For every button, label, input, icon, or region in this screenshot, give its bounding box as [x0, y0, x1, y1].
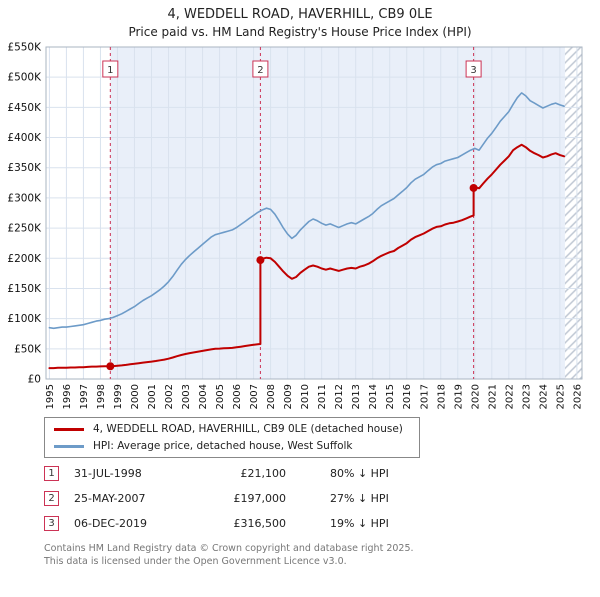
svg-text:2014: 2014 [368, 384, 379, 409]
transaction-hpi-delta: 80% ↓ HPI [330, 467, 389, 480]
transaction-row: 3 06-DEC-2019 £316,500 19% ↓ HPI [44, 516, 600, 531]
sale-marker [106, 362, 115, 371]
sale-number-box [252, 60, 269, 78]
svg-text:1999: 1999 [113, 384, 124, 409]
sale-number-label: 2 [257, 65, 263, 76]
svg-text:£450K: £450K [7, 102, 42, 114]
chart-page: 4, WEDDELL ROAD, HAVERHILL, CB9 0LE Pric… [0, 7, 600, 569]
gridlines [45, 46, 583, 380]
sale-number-box [465, 60, 482, 78]
svg-text:2006: 2006 [232, 384, 243, 409]
svg-text:£350K: £350K [7, 162, 42, 174]
transaction-number-badge: 1 [44, 466, 59, 481]
page-subtitle: Price paid vs. HM Land Registry's House … [128, 25, 472, 39]
legend-swatch-hpi [54, 444, 84, 448]
transactions-table: 1 31-JUL-1998 £21,100 80% ↓ HPI 2 25-MAY… [44, 466, 600, 531]
svg-text:£550K: £550K [7, 42, 42, 54]
sale-number-box [102, 60, 119, 78]
page-title: 4, WEDDELL ROAD, HAVERHILL, CB9 0LE [167, 7, 433, 22]
transaction-row: 2 25-MAY-2007 £197,000 27% ↓ HPI [44, 491, 600, 506]
svg-text:2002: 2002 [164, 384, 175, 409]
plot-border [45, 46, 583, 380]
legend-label-property: 4, WEDDELL ROAD, HAVERHILL, CB9 0LE (det… [93, 423, 403, 435]
future-hatch-region [564, 47, 582, 379]
svg-text:2010: 2010 [300, 384, 311, 409]
sale-marker [256, 256, 265, 265]
svg-text:2009: 2009 [283, 384, 294, 409]
transaction-date: 25-MAY-2007 [74, 492, 146, 505]
svg-text:£300K: £300K [7, 192, 42, 204]
chart-background [110, 47, 582, 379]
sale-number-label: 1 [107, 65, 113, 76]
svg-text:2013: 2013 [351, 384, 362, 409]
svg-text:1996: 1996 [62, 384, 73, 409]
transaction-number-badge: 3 [44, 516, 59, 531]
legend-label-hpi: HPI: Average price, detached house, West… [93, 440, 353, 452]
svg-text:2023: 2023 [521, 384, 532, 409]
svg-text:2004: 2004 [198, 384, 209, 409]
svg-text:1995: 1995 [45, 384, 56, 409]
svg-text:2021: 2021 [487, 384, 498, 409]
transaction-price: £21,100 [240, 467, 287, 480]
sale-number-boxes: 1 2 3 [102, 60, 482, 78]
svg-text:2024: 2024 [538, 384, 549, 409]
transaction-hpi-delta: 27% ↓ HPI [330, 492, 389, 505]
svg-text:2011: 2011 [317, 384, 328, 409]
copyright-footer: Contains HM Land Registry data © Crown c… [44, 543, 600, 569]
sale-number-label: 3 [470, 65, 476, 76]
svg-text:1997: 1997 [79, 384, 90, 409]
legend-swatch-property [54, 427, 84, 431]
svg-text:2022: 2022 [504, 384, 515, 409]
svg-text:£50K: £50K [14, 343, 42, 355]
svg-text:2025: 2025 [555, 384, 566, 409]
svg-text:2016: 2016 [402, 384, 413, 409]
transaction-row: 1 31-JUL-1998 £21,100 80% ↓ HPI [44, 466, 600, 481]
hpi-line [48, 92, 565, 330]
svg-text:1998: 1998 [96, 384, 107, 409]
transaction-price: £197,000 [233, 492, 287, 505]
x-axis-labels: 1995 1996 1997 1998 1999 2000 2001 2002 2003 2004… [45, 384, 583, 409]
svg-text:£200K: £200K [7, 253, 42, 265]
svg-text:2005: 2005 [215, 384, 226, 409]
transaction-price: £316,500 [233, 517, 287, 530]
svg-text:2018: 2018 [436, 384, 447, 409]
legend-item-hpi: HPI: Average price, detached house, West… [54, 440, 403, 452]
svg-text:2017: 2017 [419, 384, 430, 409]
svg-text:£0: £0 [28, 374, 41, 386]
svg-text:£100K: £100K [7, 313, 42, 325]
y-axis-labels: £0 £50K £100K £150K £200K £250K £300K £350K £400… [7, 42, 42, 386]
svg-text:2026: 2026 [572, 384, 583, 409]
transaction-date: 06-DEC-2019 [74, 517, 148, 530]
svg-text:2012: 2012 [334, 384, 345, 409]
footer-line-1: Contains HM Land Registry data © Crown c… [44, 543, 414, 554]
svg-text:£400K: £400K [7, 132, 42, 144]
transaction-number-badge: 2 [44, 491, 59, 506]
svg-text:2007: 2007 [249, 384, 260, 409]
svg-text:£500K: £500K [7, 72, 42, 84]
svg-text:2019: 2019 [453, 384, 464, 409]
chart-legend: 4, WEDDELL ROAD, HAVERHILL, CB9 0LE (det… [44, 417, 420, 458]
svg-text:2020: 2020 [470, 384, 481, 409]
legend-item-property: 4, WEDDELL ROAD, HAVERHILL, CB9 0LE (det… [54, 423, 403, 435]
transaction-date: 31-JUL-1998 [74, 467, 142, 480]
footer-line-2: This data is licensed under the Open Gov… [44, 555, 347, 567]
transaction-hpi-delta: 19% ↓ HPI [330, 517, 389, 530]
sale-marker [469, 183, 478, 192]
svg-text:2001: 2001 [147, 384, 158, 409]
sale-markers [106, 183, 478, 371]
svg-text:2008: 2008 [266, 384, 277, 409]
price-history-chart: 1 2 3£0£50K£100K£150K£200K£250K£300K£350K£… [7, 42, 583, 410]
svg-text:2015: 2015 [385, 384, 396, 409]
svg-text:£250K: £250K [7, 223, 42, 235]
svg-text:2003: 2003 [181, 384, 192, 409]
svg-text:£150K: £150K [7, 283, 42, 295]
svg-text:2000: 2000 [130, 384, 141, 409]
